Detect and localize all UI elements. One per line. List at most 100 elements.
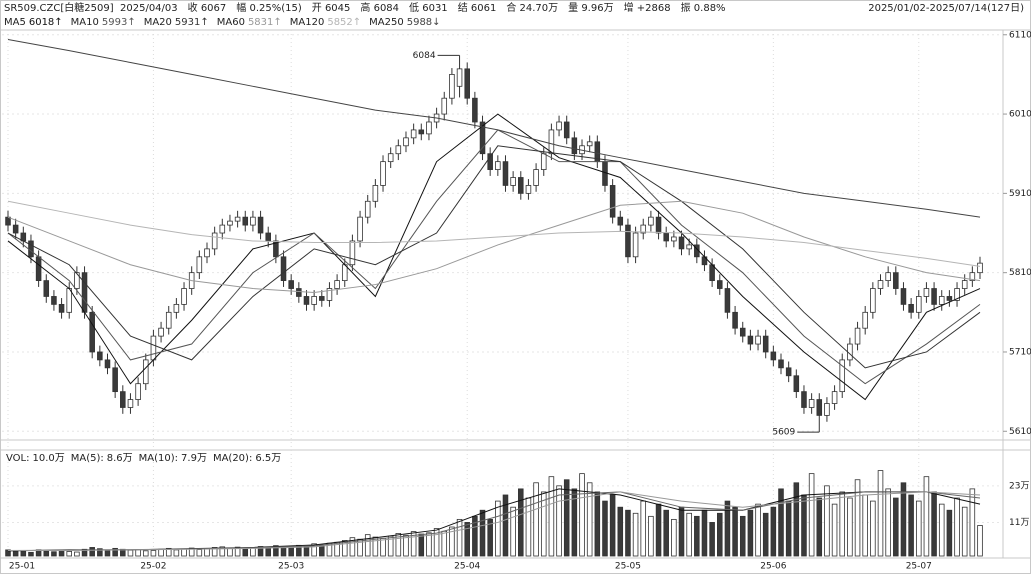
candle-body <box>609 185 616 218</box>
candle-body <box>12 224 19 234</box>
candle-body <box>410 129 417 139</box>
volume-bar <box>165 547 172 557</box>
ma-line <box>7 200 981 267</box>
candle-body <box>961 280 968 289</box>
volume-bar <box>961 506 968 557</box>
candle-body <box>403 137 409 147</box>
volume-bar <box>303 546 310 557</box>
volume-bar <box>181 548 187 557</box>
volume-bar <box>472 515 478 557</box>
volume-bar <box>954 497 960 557</box>
volume-bar <box>724 500 731 557</box>
candle-body <box>762 335 769 353</box>
candle-body <box>349 240 356 266</box>
legend-value: 5988↓ <box>407 17 441 28</box>
volume-bar <box>862 494 868 557</box>
volume-bar <box>372 536 379 557</box>
volume-bar <box>449 526 455 557</box>
candle-body <box>518 177 524 194</box>
volume-bar <box>594 491 601 557</box>
volume-bar <box>556 485 562 557</box>
candle-body <box>862 311 868 329</box>
volume-bar <box>900 482 907 557</box>
candle-body <box>173 303 180 313</box>
candle-body <box>808 399 815 408</box>
volume-bar <box>341 540 348 557</box>
candle-body <box>97 351 103 361</box>
legend-name: MA20 <box>144 17 172 28</box>
volume-bar <box>97 548 103 557</box>
candle-body <box>632 232 639 258</box>
candle-body <box>801 391 807 408</box>
volume-bar <box>487 518 493 557</box>
volume-bar <box>142 550 149 557</box>
candle-body <box>196 256 203 274</box>
candle-body <box>686 244 692 250</box>
volume-bar <box>571 488 578 557</box>
volume-bar <box>311 543 317 557</box>
candle-body <box>89 311 95 353</box>
candle-body <box>793 375 800 393</box>
volume-bar <box>678 506 685 557</box>
volume-bar <box>280 546 287 557</box>
volume-bar <box>931 491 937 557</box>
volume-bar <box>135 549 141 557</box>
annotation: 6084 <box>413 51 436 61</box>
legend-name: MA250 <box>369 17 404 28</box>
candle-body <box>586 141 593 147</box>
candle-body <box>724 288 731 313</box>
volume-bar <box>150 550 157 557</box>
volume-bar <box>686 512 692 557</box>
volume-bar <box>870 500 876 557</box>
candle-body <box>571 137 578 155</box>
candle-body <box>778 359 784 369</box>
candle-body <box>426 121 432 135</box>
volume-bar <box>380 537 386 557</box>
ma-line <box>7 145 981 369</box>
volume-bar <box>441 530 448 557</box>
y-tick-label: 6110 <box>1009 30 1031 40</box>
volume-bar <box>403 534 409 557</box>
candle-body <box>58 303 65 313</box>
volume-bar <box>908 494 914 557</box>
candle-body <box>227 220 233 226</box>
volume-bar <box>732 506 738 557</box>
candle-body <box>870 288 876 313</box>
volume-bar <box>579 473 585 557</box>
candle-body <box>28 240 34 258</box>
candle-body <box>51 296 57 305</box>
volume-bar <box>785 500 792 557</box>
volume-bar <box>548 476 555 557</box>
volume-bar <box>211 547 218 557</box>
volume-bar <box>479 509 486 557</box>
candle-body <box>211 232 218 250</box>
candle-body <box>257 216 264 234</box>
candle-body <box>625 224 631 258</box>
volume-bar <box>518 488 524 557</box>
volume-bar <box>824 485 830 557</box>
candle-body <box>831 391 838 404</box>
y-tick-label: 5810 <box>1009 268 1031 278</box>
volume-bar <box>563 479 570 557</box>
candle-body <box>671 236 677 242</box>
volume-bar <box>701 509 708 557</box>
quote-item: 量 9.96万 <box>568 2 613 14</box>
volume-bar <box>847 497 853 557</box>
volume-bar <box>364 534 371 557</box>
quote-item: 开 6045 <box>312 3 351 14</box>
legend-value: 5993↑ <box>102 17 136 28</box>
x-tick-label: 25-01 <box>9 562 35 572</box>
legend-value: 6018↑ <box>29 17 63 28</box>
volume-bar <box>20 550 27 557</box>
x-tick-label: 25-04 <box>454 562 480 572</box>
candle-body <box>296 288 302 297</box>
candle-body <box>273 240 279 258</box>
title: SR509.CZC[白糖2509] <box>4 1 114 14</box>
candle-body <box>977 262 983 274</box>
volume-bar <box>854 479 861 557</box>
volume-bar <box>28 551 34 557</box>
candle-body <box>563 121 570 139</box>
volume-bar <box>969 488 976 557</box>
volume-bar <box>655 503 662 557</box>
